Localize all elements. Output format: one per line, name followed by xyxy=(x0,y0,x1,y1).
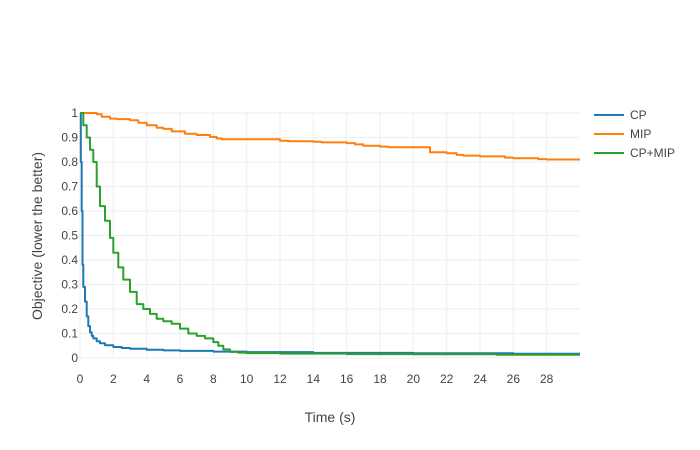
legend[interactable]: CP MIP CP+MIP xyxy=(594,108,675,160)
y-tick-label: 0 xyxy=(71,351,78,365)
series-line-mip xyxy=(80,112,580,161)
y-tick-label: 0.4 xyxy=(61,253,78,267)
y-tick-label: 0.9 xyxy=(61,131,78,145)
y-axis-title: Objective (lower the better) xyxy=(29,152,45,320)
y-tick-label: 0.1 xyxy=(61,327,78,341)
y-tick-label: 0.5 xyxy=(61,229,78,243)
x-tick-label: 26 xyxy=(507,372,521,386)
x-tick-label: 24 xyxy=(473,372,487,386)
x-tick-label: 6 xyxy=(177,372,184,386)
x-tick-label: 14 xyxy=(307,372,321,386)
legend-label: CP+MIP xyxy=(630,146,675,160)
x-tick-label: 10 xyxy=(240,372,254,386)
legend-item-cp-mip[interactable]: CP+MIP xyxy=(594,146,675,160)
x-tick-label: 28 xyxy=(540,372,554,386)
axis-tick-labels: 0 2 4 6 8 10 12 14 16 18 20 22 24 26 2800.10.20.30.40.… xyxy=(61,106,553,386)
x-tick-label: 18 xyxy=(373,372,387,386)
x-tick-label: 2 xyxy=(110,372,117,386)
legend-item-cp[interactable]: CP xyxy=(594,108,647,122)
x-axis-title: Time (s) xyxy=(305,409,356,425)
legend-label: MIP xyxy=(630,127,651,141)
series-line-cp-mip xyxy=(80,112,580,356)
x-tick-label: 0 xyxy=(77,372,84,386)
x-tick-label: 12 xyxy=(273,372,287,386)
x-tick-label: 22 xyxy=(440,372,454,386)
plot-area xyxy=(79,112,580,356)
y-tick-label: 0.2 xyxy=(61,302,78,316)
y-tick-label: 0.6 xyxy=(61,204,78,218)
x-tick-label: 16 xyxy=(340,372,354,386)
legend-label: CP xyxy=(630,108,647,122)
x-tick-label: 4 xyxy=(143,372,150,386)
y-tick-label: 1 xyxy=(71,106,78,120)
x-tick-label: 20 xyxy=(407,372,421,386)
grid-lines xyxy=(79,112,580,359)
x-tick-label: 8 xyxy=(210,372,217,386)
y-tick-label: 0.8 xyxy=(61,155,78,169)
series-line-cp xyxy=(79,112,580,355)
legend-item-mip[interactable]: MIP xyxy=(594,127,651,141)
y-tick-label: 0.3 xyxy=(61,278,78,292)
y-tick-label: 0.7 xyxy=(61,180,78,194)
